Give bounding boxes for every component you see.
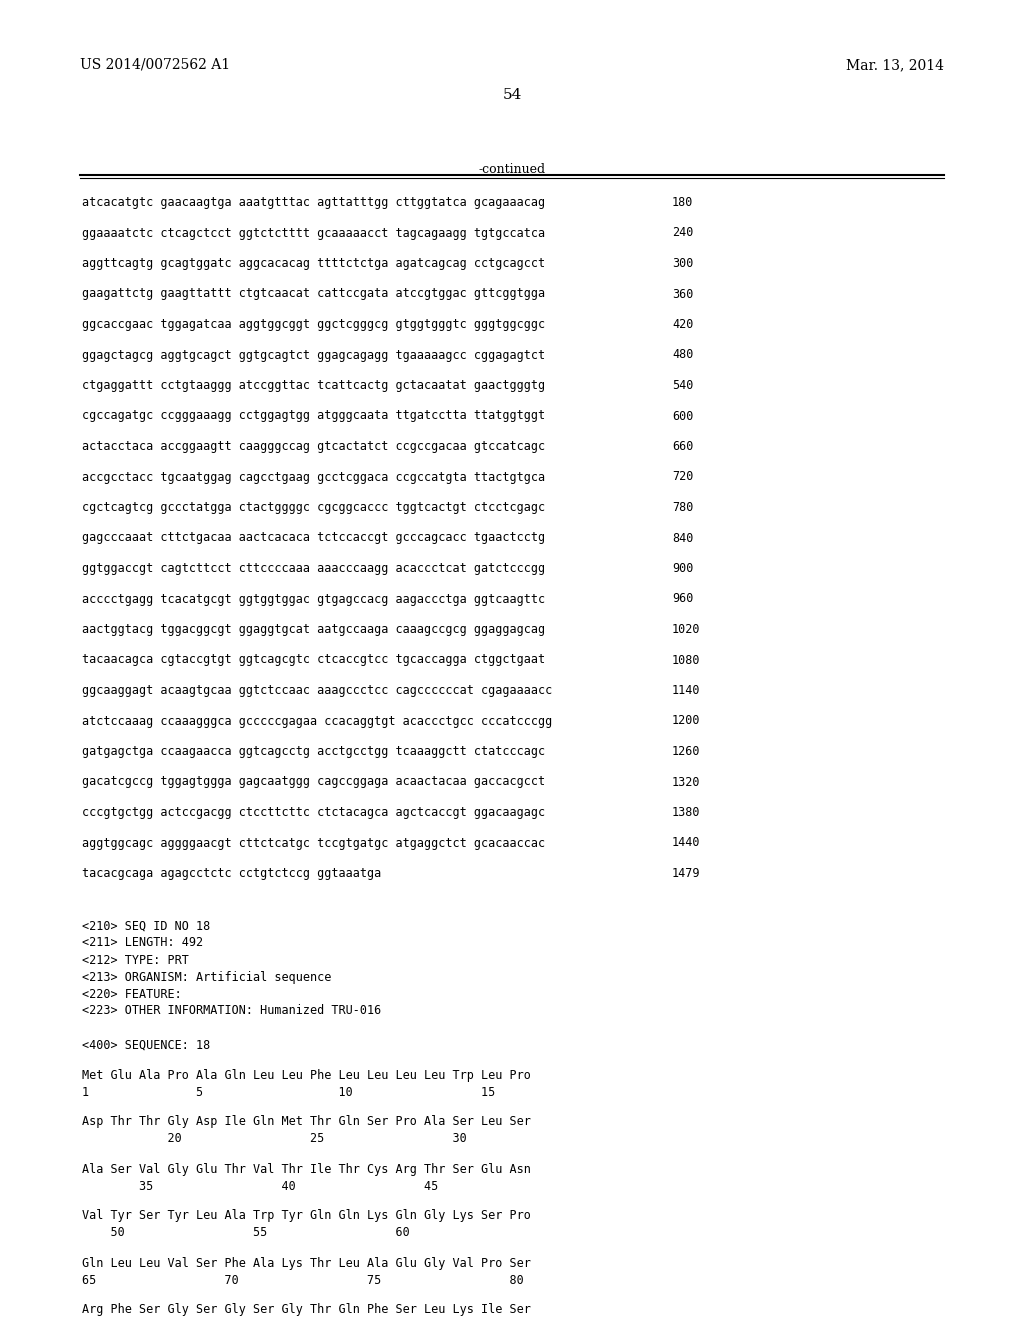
- Text: cgctcagtcg gccctatgga ctactggggc cgcggcaccc tggtcactgt ctcctcgagc: cgctcagtcg gccctatgga ctactggggc cgcggca…: [82, 502, 545, 513]
- Text: 360: 360: [672, 288, 693, 301]
- Text: gatgagctga ccaagaacca ggtcagcctg acctgcctgg tcaaaggctt ctatcccagc: gatgagctga ccaagaacca ggtcagcctg acctgcc…: [82, 744, 545, 758]
- Text: 50                  55                  60: 50 55 60: [82, 1226, 410, 1239]
- Text: accgcctacc tgcaatggag cagcctgaag gcctcggaca ccgccatgta ttactgtgca: accgcctacc tgcaatggag cagcctgaag gcctcgg…: [82, 470, 545, 483]
- Text: Met Glu Ala Pro Ala Gln Leu Leu Phe Leu Leu Leu Leu Trp Leu Pro: Met Glu Ala Pro Ala Gln Leu Leu Phe Leu …: [82, 1068, 530, 1081]
- Text: Arg Phe Ser Gly Ser Gly Ser Gly Thr Gln Phe Ser Leu Lys Ile Ser: Arg Phe Ser Gly Ser Gly Ser Gly Thr Gln …: [82, 1304, 530, 1316]
- Text: 1200: 1200: [672, 714, 700, 727]
- Text: aggttcagtg gcagtggatc aggcacacag ttttctctga agatcagcag cctgcagcct: aggttcagtg gcagtggatc aggcacacag ttttctc…: [82, 257, 545, 271]
- Text: cgccagatgc ccgggaaagg cctggagtgg atgggcaata ttgatcctta ttatggtggt: cgccagatgc ccgggaaagg cctggagtgg atgggca…: [82, 409, 545, 422]
- Text: ctgaggattt cctgtaaggg atccggttac tcattcactg gctacaatat gaactgggtg: ctgaggattt cctgtaaggg atccggttac tcattca…: [82, 379, 545, 392]
- Text: <211> LENGTH: 492: <211> LENGTH: 492: [82, 936, 203, 949]
- Text: gagcccaaat cttctgacaa aactcacaca tctccaccgt gcccagcacc tgaactcctg: gagcccaaat cttctgacaa aactcacaca tctccac…: [82, 532, 545, 544]
- Text: acccctgagg tcacatgcgt ggtggtggac gtgagccacg aagaccctga ggtcaagttc: acccctgagg tcacatgcgt ggtggtggac gtgagcc…: [82, 593, 545, 606]
- Text: 1380: 1380: [672, 807, 700, 818]
- Text: 420: 420: [672, 318, 693, 331]
- Text: 1479: 1479: [672, 867, 700, 880]
- Text: Mar. 13, 2014: Mar. 13, 2014: [846, 58, 944, 73]
- Text: ggagctagcg aggtgcagct ggtgcagtct ggagcagagg tgaaaaagcc cggagagtct: ggagctagcg aggtgcagct ggtgcagtct ggagcag…: [82, 348, 545, 362]
- Text: 1020: 1020: [672, 623, 700, 636]
- Text: ggcaccgaac tggagatcaa aggtggcggt ggctcgggcg gtggtgggtc gggtggcggc: ggcaccgaac tggagatcaa aggtggcggt ggctcgg…: [82, 318, 545, 331]
- Text: -continued: -continued: [478, 162, 546, 176]
- Text: <213> ORGANISM: Artificial sequence: <213> ORGANISM: Artificial sequence: [82, 970, 332, 983]
- Text: <223> OTHER INFORMATION: Humanized TRU-016: <223> OTHER INFORMATION: Humanized TRU-0…: [82, 1005, 381, 1018]
- Text: atcacatgtc gaacaagtga aaatgtttac agttatttgg cttggtatca gcagaaacag: atcacatgtc gaacaagtga aaatgtttac agttatt…: [82, 195, 545, 209]
- Text: <210> SEQ ID NO 18: <210> SEQ ID NO 18: [82, 920, 210, 932]
- Text: 1               5                   10                  15: 1 5 10 15: [82, 1085, 496, 1098]
- Text: Val Tyr Ser Tyr Leu Ala Trp Tyr Gln Gln Lys Gln Gly Lys Ser Pro: Val Tyr Ser Tyr Leu Ala Trp Tyr Gln Gln …: [82, 1209, 530, 1222]
- Text: 20                  25                  30: 20 25 30: [82, 1133, 467, 1146]
- Text: US 2014/0072562 A1: US 2014/0072562 A1: [80, 58, 230, 73]
- Text: 1440: 1440: [672, 837, 700, 850]
- Text: 54: 54: [503, 88, 521, 102]
- Text: 1080: 1080: [672, 653, 700, 667]
- Text: 240: 240: [672, 227, 693, 239]
- Text: 180: 180: [672, 195, 693, 209]
- Text: gacatcgccg tggagtggga gagcaatggg cagccggaga acaactacaa gaccacgcct: gacatcgccg tggagtggga gagcaatggg cagccgg…: [82, 776, 545, 788]
- Text: 840: 840: [672, 532, 693, 544]
- Text: ggtggaccgt cagtcttcct cttccccaaa aaacccaagg acaccctcat gatctcccgg: ggtggaccgt cagtcttcct cttccccaaa aaaccca…: [82, 562, 545, 576]
- Text: tacacgcaga agagcctctc cctgtctccg ggtaaatga: tacacgcaga agagcctctc cctgtctccg ggtaaat…: [82, 867, 381, 880]
- Text: Ala Ser Val Gly Glu Thr Val Thr Ile Thr Cys Arg Thr Ser Glu Asn: Ala Ser Val Gly Glu Thr Val Thr Ile Thr …: [82, 1163, 530, 1176]
- Text: 1260: 1260: [672, 744, 700, 758]
- Text: 300: 300: [672, 257, 693, 271]
- Text: tacaacagca cgtaccgtgt ggtcagcgtc ctcaccgtcc tgcaccagga ctggctgaat: tacaacagca cgtaccgtgt ggtcagcgtc ctcaccg…: [82, 653, 545, 667]
- Text: 1140: 1140: [672, 684, 700, 697]
- Text: 540: 540: [672, 379, 693, 392]
- Text: actacctaca accggaagtt caagggccag gtcactatct ccgccgacaa gtccatcagc: actacctaca accggaagtt caagggccag gtcacta…: [82, 440, 545, 453]
- Text: 35                  40                  45: 35 40 45: [82, 1180, 438, 1192]
- Text: <212> TYPE: PRT: <212> TYPE: PRT: [82, 953, 188, 966]
- Text: atctccaaag ccaaagggca gcccccgagaa ccacaggtgt acaccctgcc cccatcccgg: atctccaaag ccaaagggca gcccccgagaa ccacag…: [82, 714, 552, 727]
- Text: Gln Leu Leu Val Ser Phe Ala Lys Thr Leu Ala Glu Gly Val Pro Ser: Gln Leu Leu Val Ser Phe Ala Lys Thr Leu …: [82, 1257, 530, 1270]
- Text: aactggtacg tggacggcgt ggaggtgcat aatgccaaga caaagccgcg ggaggagcag: aactggtacg tggacggcgt ggaggtgcat aatgcca…: [82, 623, 545, 636]
- Text: ggaaaatctc ctcagctcct ggtctctttt gcaaaaacct tagcagaagg tgtgccatca: ggaaaatctc ctcagctcct ggtctctttt gcaaaaa…: [82, 227, 545, 239]
- Text: 65                  70                  75                  80: 65 70 75 80: [82, 1274, 523, 1287]
- Text: 660: 660: [672, 440, 693, 453]
- Text: <400> SEQUENCE: 18: <400> SEQUENCE: 18: [82, 1039, 210, 1052]
- Text: aggtggcagc aggggaacgt cttctcatgc tccgtgatgc atgaggctct gcacaaccac: aggtggcagc aggggaacgt cttctcatgc tccgtga…: [82, 837, 545, 850]
- Text: 960: 960: [672, 593, 693, 606]
- Text: cccgtgctgg actccgacgg ctccttcttc ctctacagca agctcaccgt ggacaagagc: cccgtgctgg actccgacgg ctccttcttc ctctaca…: [82, 807, 545, 818]
- Text: 900: 900: [672, 562, 693, 576]
- Text: <220> FEATURE:: <220> FEATURE:: [82, 987, 181, 1001]
- Text: ggcaaggagt acaagtgcaa ggtctccaac aaagccctcc cagccccccat cgagaaaacc: ggcaaggagt acaagtgcaa ggtctccaac aaagccc…: [82, 684, 552, 697]
- Text: 480: 480: [672, 348, 693, 362]
- Text: Asp Thr Thr Gly Asp Ile Gln Met Thr Gln Ser Pro Ala Ser Leu Ser: Asp Thr Thr Gly Asp Ile Gln Met Thr Gln …: [82, 1115, 530, 1129]
- Text: gaagattctg gaagttattt ctgtcaacat cattccgata atccgtggac gttcggtgga: gaagattctg gaagttattt ctgtcaacat cattccg…: [82, 288, 545, 301]
- Text: 1320: 1320: [672, 776, 700, 788]
- Text: 600: 600: [672, 409, 693, 422]
- Text: 780: 780: [672, 502, 693, 513]
- Text: 720: 720: [672, 470, 693, 483]
